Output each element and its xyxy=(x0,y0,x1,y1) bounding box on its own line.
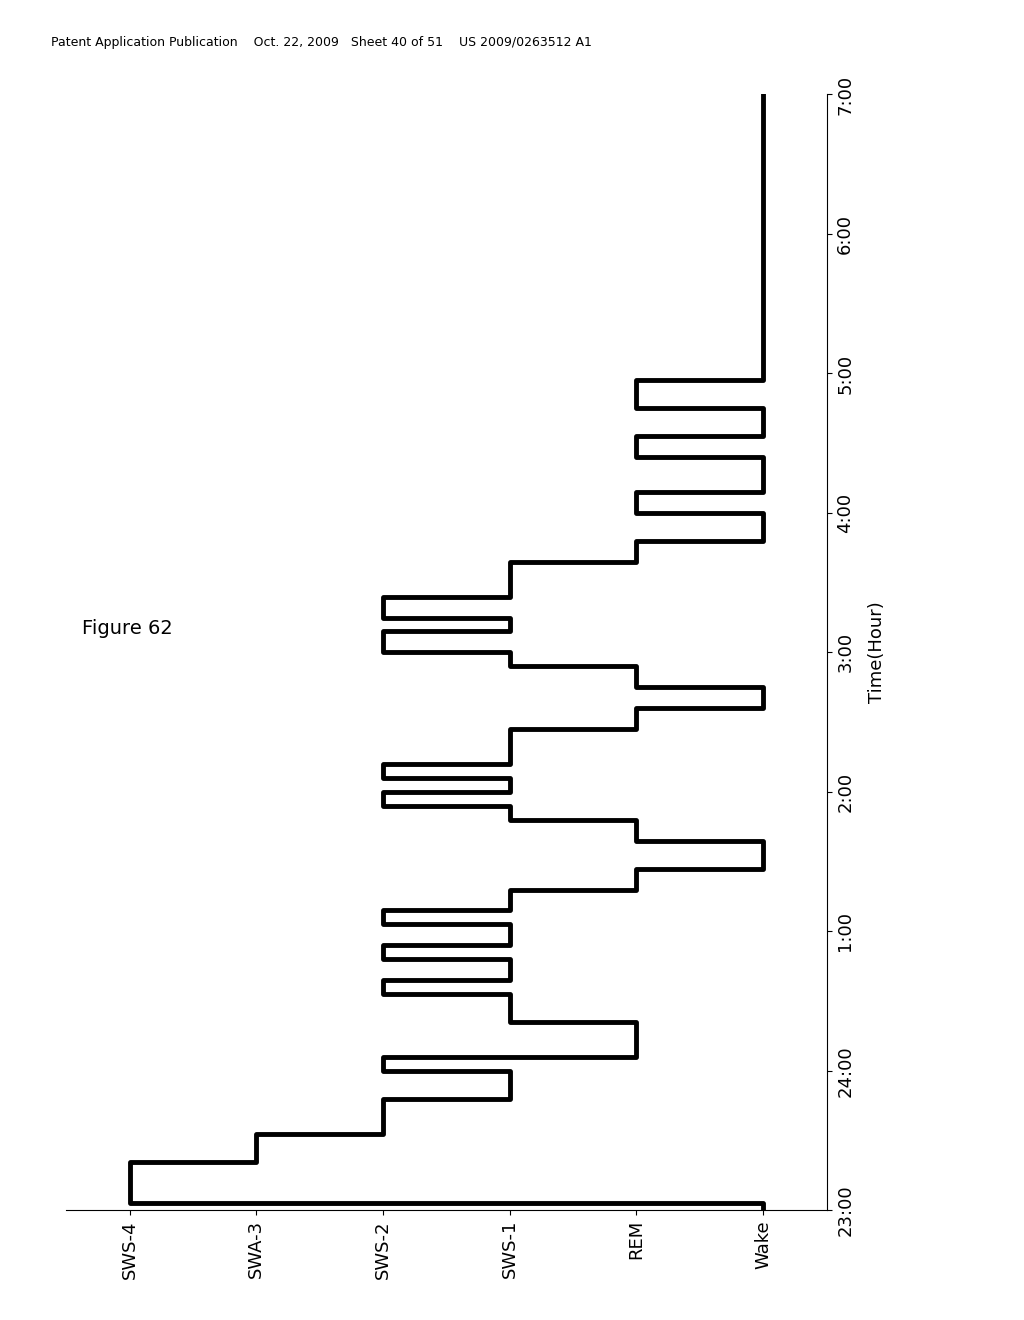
Y-axis label: Time(Hour): Time(Hour) xyxy=(868,602,886,704)
Text: Figure 62: Figure 62 xyxy=(82,619,173,638)
Text: Patent Application Publication    Oct. 22, 2009   Sheet 40 of 51    US 2009/0263: Patent Application Publication Oct. 22, … xyxy=(51,36,592,49)
